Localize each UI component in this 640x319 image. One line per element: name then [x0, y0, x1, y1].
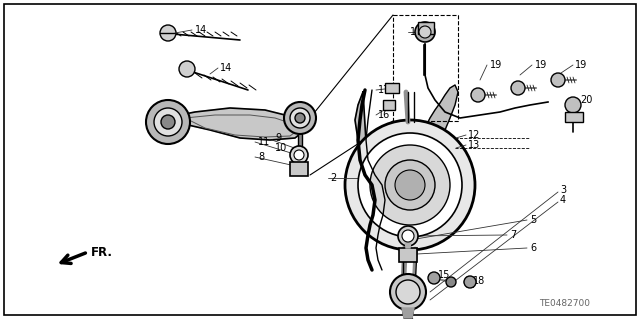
- Text: 19: 19: [575, 60, 588, 70]
- Circle shape: [511, 81, 525, 95]
- Circle shape: [284, 102, 316, 134]
- Text: 20: 20: [580, 95, 593, 105]
- Circle shape: [160, 25, 176, 41]
- Circle shape: [464, 276, 476, 288]
- Polygon shape: [404, 232, 412, 248]
- Text: 2: 2: [330, 173, 336, 183]
- Text: 5: 5: [530, 215, 536, 225]
- Text: 13: 13: [468, 140, 480, 150]
- Circle shape: [295, 113, 305, 123]
- Text: 10: 10: [275, 143, 287, 153]
- Circle shape: [398, 226, 418, 246]
- Circle shape: [415, 22, 435, 42]
- Circle shape: [396, 280, 420, 304]
- Text: 1: 1: [410, 27, 416, 37]
- Bar: [418, 22, 434, 34]
- Text: 14: 14: [195, 25, 207, 35]
- Circle shape: [290, 108, 310, 128]
- Bar: [290, 162, 308, 176]
- Text: 9: 9: [275, 133, 281, 143]
- Text: 11: 11: [258, 137, 270, 147]
- Polygon shape: [355, 92, 418, 190]
- Circle shape: [446, 277, 456, 287]
- Polygon shape: [415, 85, 458, 168]
- Circle shape: [419, 26, 431, 38]
- Text: FR.: FR.: [91, 246, 113, 258]
- Text: 19: 19: [535, 60, 547, 70]
- Circle shape: [385, 160, 435, 210]
- Circle shape: [358, 133, 462, 237]
- Circle shape: [161, 115, 175, 129]
- Text: 17: 17: [378, 85, 390, 95]
- Circle shape: [428, 272, 440, 284]
- Circle shape: [179, 61, 195, 77]
- Circle shape: [551, 73, 565, 87]
- Text: 6: 6: [530, 243, 536, 253]
- Bar: [393, 15, 458, 121]
- Text: 19: 19: [490, 60, 502, 70]
- Circle shape: [370, 145, 450, 225]
- Circle shape: [402, 230, 414, 242]
- Text: 16: 16: [378, 110, 390, 120]
- Circle shape: [345, 120, 475, 250]
- Circle shape: [395, 170, 425, 200]
- Text: TE0482700: TE0482700: [540, 299, 591, 308]
- Circle shape: [390, 274, 426, 310]
- Text: 18: 18: [473, 276, 485, 286]
- Circle shape: [154, 108, 182, 136]
- Circle shape: [294, 150, 304, 160]
- Bar: [383, 100, 395, 110]
- Circle shape: [471, 88, 485, 102]
- Bar: [385, 83, 399, 93]
- Bar: [399, 248, 417, 262]
- Text: 14: 14: [220, 63, 232, 73]
- Circle shape: [146, 100, 190, 144]
- Text: 8: 8: [258, 152, 264, 162]
- Text: 15: 15: [438, 270, 451, 280]
- Text: 12: 12: [468, 130, 481, 140]
- Circle shape: [565, 97, 581, 113]
- Polygon shape: [402, 308, 414, 318]
- Bar: [565, 112, 583, 122]
- Text: 3: 3: [560, 185, 566, 195]
- Polygon shape: [165, 108, 305, 140]
- Text: 4: 4: [560, 195, 566, 205]
- Text: 7: 7: [510, 230, 516, 240]
- Circle shape: [290, 146, 308, 164]
